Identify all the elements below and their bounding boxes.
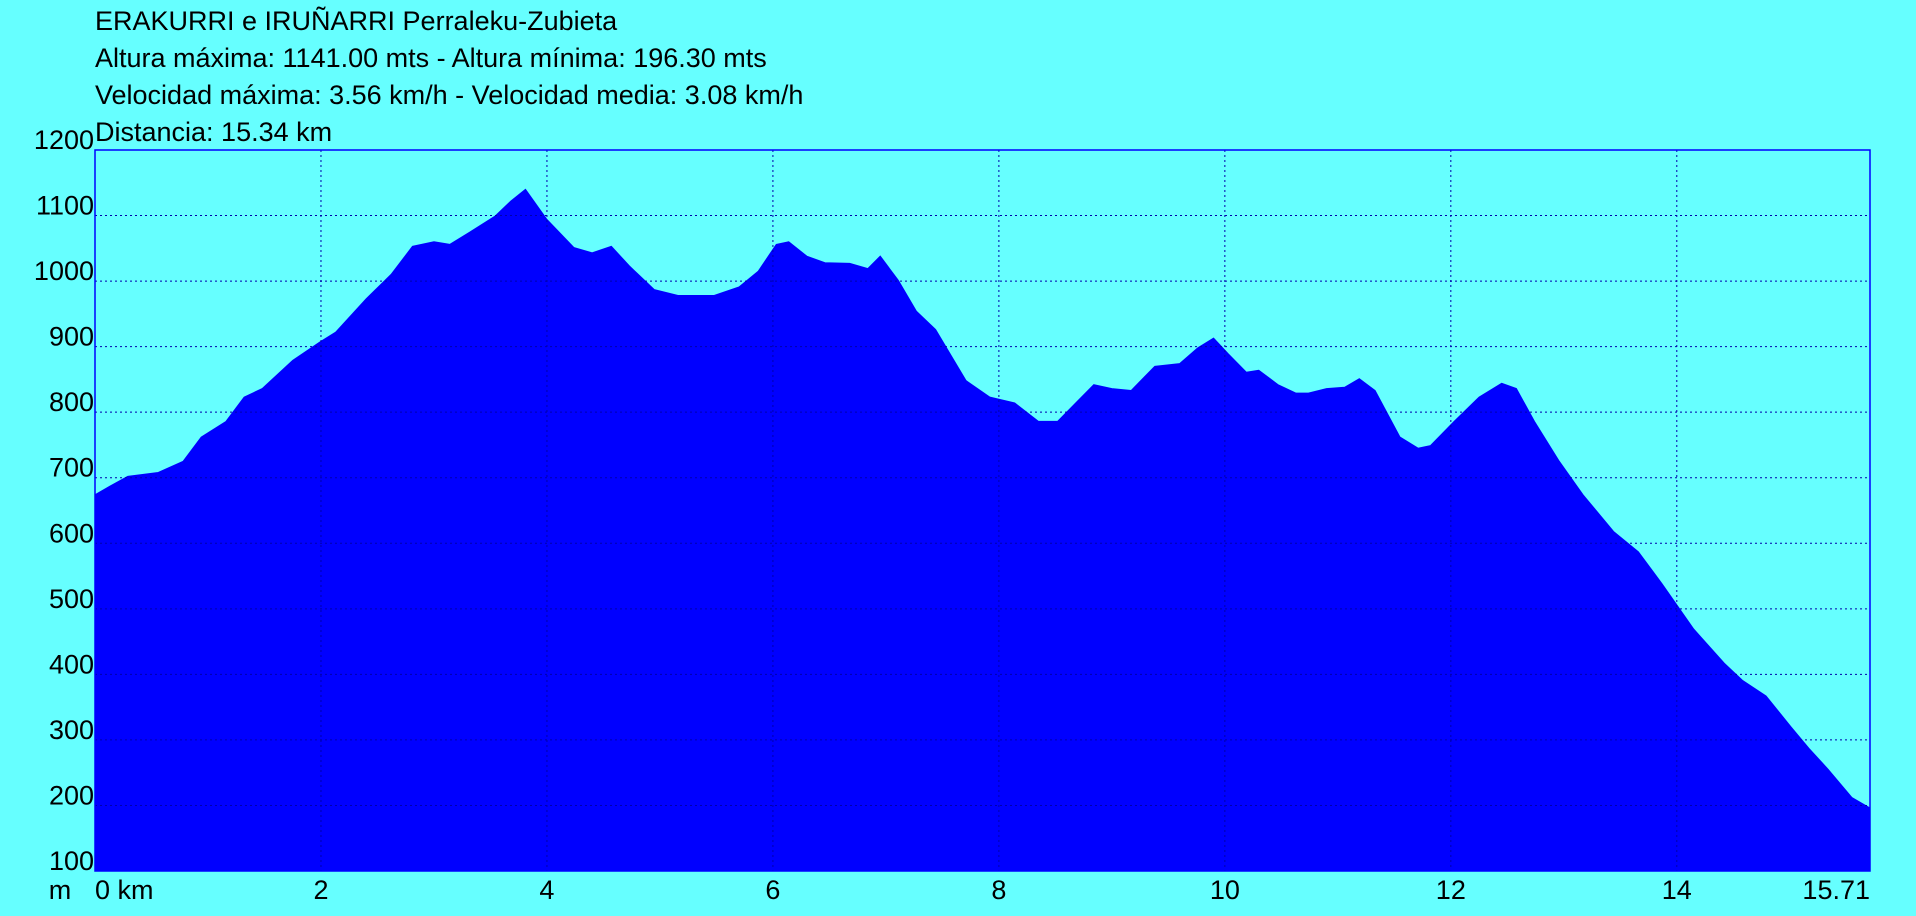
- y-tick-label: 1200: [34, 125, 94, 155]
- x-tick-label: 8: [991, 875, 1006, 905]
- y-tick-label: 200: [49, 780, 94, 810]
- y-tick-label: 700: [49, 453, 94, 483]
- title-line: Distancia: 15.34 km: [95, 117, 332, 147]
- elevation-area: [94, 188, 1871, 872]
- title-line: ERAKURRI e IRUÑARRI Perraleku-Zubieta: [95, 5, 618, 36]
- x-tick-label: 10: [1210, 875, 1240, 905]
- y-tick-label: 900: [49, 322, 94, 352]
- plot-border: [94, 149, 1871, 872]
- title-line: Velocidad máxima: 3.56 km/h - Velocidad …: [95, 80, 803, 110]
- x-tick-label: 4: [539, 875, 554, 905]
- y-tick-label: 300: [49, 715, 94, 745]
- y-tick-label: 600: [49, 518, 94, 548]
- y-tick-label: 100: [49, 846, 94, 876]
- y-tick-label: 1100: [36, 191, 94, 221]
- x-tick-label: 15.71: [1802, 875, 1870, 905]
- y-tick-label: 1000: [34, 256, 94, 286]
- y-unit: m: [49, 875, 72, 905]
- x-tick-label: 14: [1662, 875, 1692, 905]
- y-tick-label: 800: [49, 387, 94, 417]
- title-line: Altura máxima: 1141.00 mts - Altura míni…: [95, 43, 767, 73]
- x-tick-label: 6: [765, 875, 780, 905]
- y-tick-label: 400: [49, 649, 94, 679]
- y-tick-label: 500: [49, 584, 94, 614]
- x-tick-label: 12: [1436, 875, 1466, 905]
- x-tick-label: 2: [313, 875, 328, 905]
- x-tick-label: 0 km: [95, 875, 154, 905]
